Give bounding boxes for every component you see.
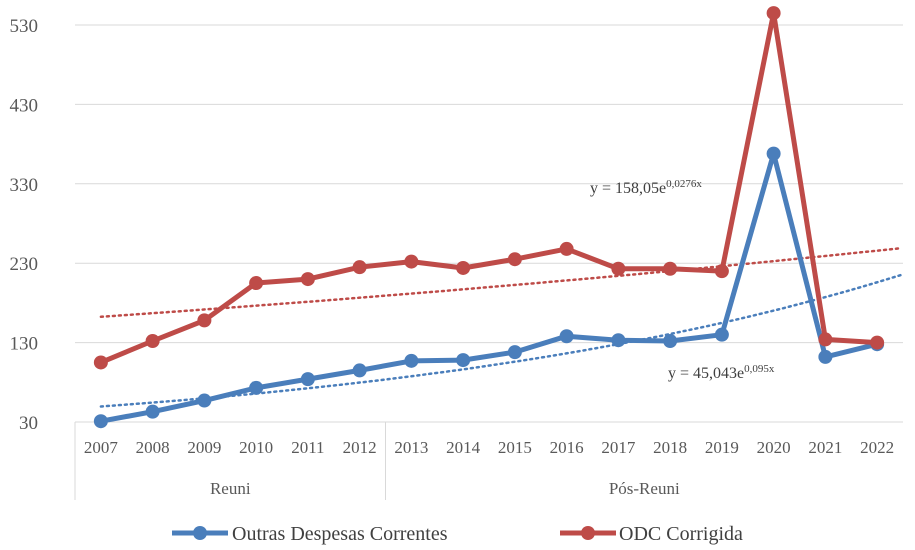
data-point bbox=[93, 414, 108, 429]
data-point bbox=[145, 404, 160, 419]
legend-swatch-marker bbox=[193, 526, 207, 540]
y-tick-label: 530 bbox=[10, 16, 39, 37]
data-point bbox=[818, 332, 833, 347]
trendline bbox=[99, 246, 903, 319]
trendline-equation-exponent: 0,095x bbox=[744, 363, 775, 375]
data-point bbox=[404, 254, 419, 269]
x-group-label: Pós-Reuni bbox=[609, 479, 680, 498]
trendline-equation-main: y = 158,05e bbox=[590, 180, 666, 197]
x-tick-label: 2018 bbox=[653, 438, 687, 457]
y-axis-ticks: 30 130 230 330 430 530 bbox=[10, 16, 39, 434]
data-point bbox=[766, 6, 781, 21]
x-tick-label: 2010 bbox=[239, 438, 273, 457]
trendline-equation: y = 158,05e0,0276x bbox=[590, 178, 702, 197]
data-point bbox=[352, 363, 367, 378]
x-group-label: Reuni bbox=[210, 479, 251, 498]
trendlines bbox=[99, 246, 903, 408]
legend-label: ODC Corrigida bbox=[619, 523, 743, 545]
y-tick-label: 130 bbox=[10, 334, 39, 355]
x-tick-label: 2022 bbox=[860, 438, 894, 457]
data-point bbox=[300, 372, 315, 387]
series-lines bbox=[93, 6, 885, 429]
data-point bbox=[197, 393, 212, 408]
data-point bbox=[249, 276, 264, 291]
data-point bbox=[456, 260, 471, 275]
data-point bbox=[507, 345, 522, 360]
x-axis: 2007 2008 2009 2010 2011 2012 2013 2014 2015 2016… bbox=[74, 422, 894, 500]
data-point bbox=[663, 261, 678, 276]
y-tick-label: 430 bbox=[10, 95, 39, 116]
data-point bbox=[249, 380, 264, 395]
x-tick-label: 2020 bbox=[757, 438, 791, 457]
series-line bbox=[100, 151, 878, 424]
gridlines bbox=[75, 24, 903, 423]
data-point bbox=[456, 353, 471, 368]
data-point bbox=[663, 334, 678, 349]
y-tick-label: 330 bbox=[10, 175, 39, 196]
x-tick-label: 2017 bbox=[601, 438, 636, 457]
trendline-labels: y = 45,043e0,095x y = 158,05e0,0276x bbox=[590, 178, 775, 382]
x-tick-label: 2011 bbox=[291, 438, 324, 457]
trendline bbox=[99, 273, 903, 408]
data-point bbox=[714, 327, 729, 342]
x-tick-label: 2007 bbox=[84, 438, 119, 457]
data-point bbox=[559, 329, 574, 344]
data-point bbox=[507, 252, 522, 267]
y-tick-label: 30 bbox=[19, 413, 38, 434]
data-point bbox=[93, 355, 108, 370]
data-point bbox=[352, 260, 367, 275]
data-point bbox=[559, 241, 574, 256]
data-point bbox=[145, 334, 160, 349]
x-tick-label: 2012 bbox=[343, 438, 377, 457]
x-tick-label: 2015 bbox=[498, 438, 532, 457]
legend-label: Outras Despesas Correntes bbox=[232, 523, 448, 545]
data-point bbox=[611, 333, 626, 348]
series-line bbox=[99, 10, 878, 365]
data-point bbox=[714, 264, 729, 279]
legend-swatch-marker bbox=[581, 526, 595, 540]
x-tick-label: 2008 bbox=[136, 438, 170, 457]
legend: Outras Despesas Correntes ODC Corrigida bbox=[172, 523, 743, 545]
trendline-equation: y = 45,043e0,095x bbox=[668, 363, 775, 382]
data-point bbox=[766, 146, 781, 161]
y-tick-label: 230 bbox=[10, 254, 39, 275]
x-tick-label: 2013 bbox=[394, 438, 428, 457]
data-point bbox=[404, 353, 419, 368]
x-tick-label: 2019 bbox=[705, 438, 739, 457]
data-point bbox=[870, 335, 885, 350]
x-tick-label: 2014 bbox=[446, 438, 481, 457]
data-point bbox=[300, 272, 315, 287]
data-point bbox=[611, 261, 626, 276]
x-tick-label: 2016 bbox=[550, 438, 584, 457]
trendline-equation-exponent: 0,0276x bbox=[666, 178, 702, 190]
data-point bbox=[197, 313, 212, 328]
trendline-equation-main: y = 45,043e bbox=[668, 365, 744, 382]
x-tick-label: 2009 bbox=[187, 438, 221, 457]
x-tick-label: 2021 bbox=[808, 438, 842, 457]
data-point bbox=[818, 349, 833, 364]
